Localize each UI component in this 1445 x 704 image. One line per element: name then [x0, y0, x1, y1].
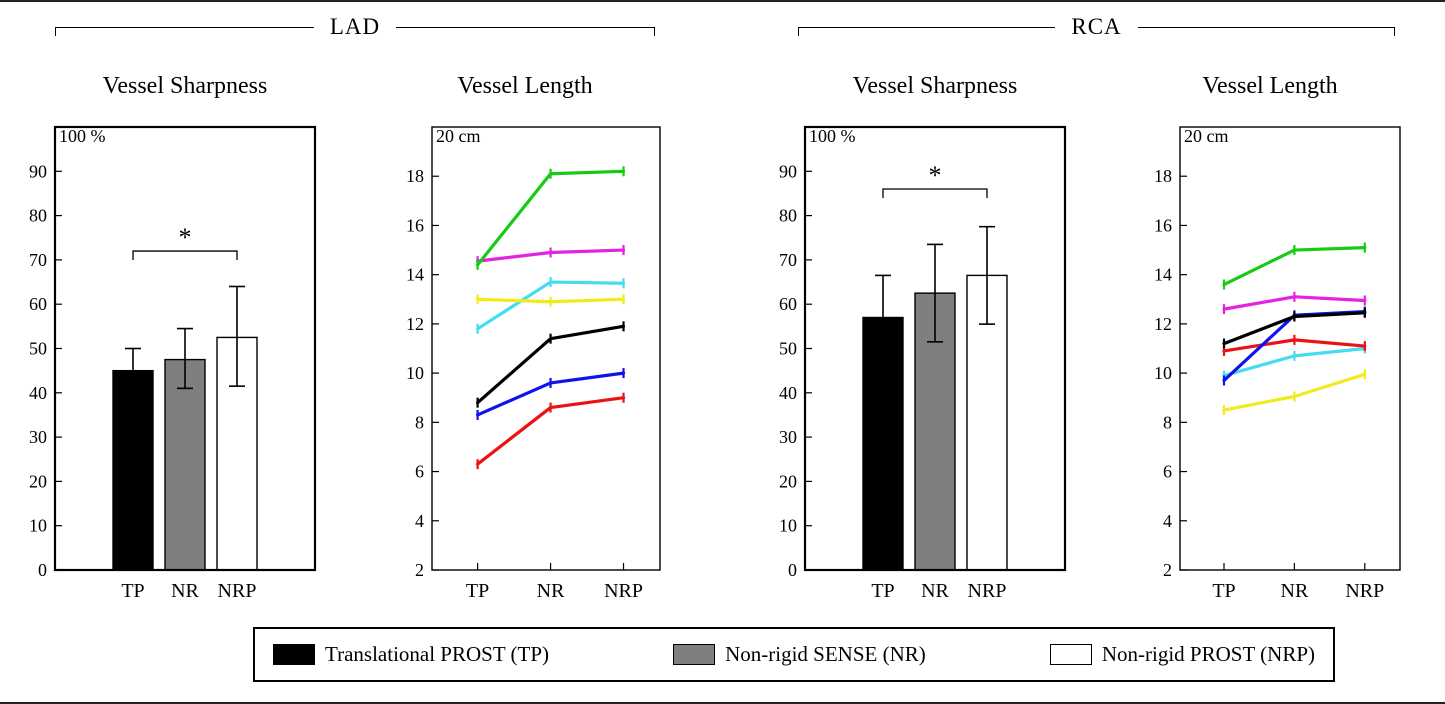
svg-text:*: * — [929, 161, 942, 190]
bracket-line-right — [396, 27, 655, 36]
svg-text:100 %: 100 % — [59, 126, 106, 146]
rca-vessel-sharpness-chart: 0 10 20 30 40 50 60 70 80 90 100 % TP NR NRP * — [758, 118, 1070, 613]
svg-text:12: 12 — [406, 314, 424, 334]
legend-label-tp: Translational PROST (TP) — [325, 642, 550, 666]
svg-text:100 %: 100 % — [809, 126, 856, 146]
lad-vessel-sharpness-chart: 0 10 20 30 40 50 60 70 80 90 100 % TP NR NRP * — [8, 118, 320, 613]
lad-length-plot: 2 4 6 8 10 12 14 16 18 20 cm TP NR NRP — [406, 126, 661, 602]
svg-text:10: 10 — [779, 516, 797, 536]
svg-text:8: 8 — [1163, 412, 1172, 432]
group-label-lad: LAD — [329, 14, 381, 39]
svg-text:4: 4 — [415, 511, 424, 531]
svg-text:70: 70 — [29, 250, 47, 270]
legend-swatch-nr — [673, 644, 716, 665]
svg-text:40: 40 — [779, 383, 797, 403]
svg-text:TP: TP — [871, 580, 894, 602]
svg-text:NR: NR — [537, 580, 565, 602]
svg-text:6: 6 — [415, 462, 424, 482]
svg-text:NRP: NRP — [604, 580, 643, 602]
svg-text:16: 16 — [406, 215, 424, 235]
svg-text:18: 18 — [1154, 166, 1172, 186]
rca-length-plot: 2 4 6 8 10 12 14 16 18 20 cm TP NR NRP — [1154, 126, 1401, 602]
figure-bottom-border — [0, 702, 1445, 704]
svg-text:40: 40 — [29, 383, 47, 403]
svg-text:14: 14 — [406, 265, 424, 285]
legend-label-nr: Non-rigid SENSE (NR) — [725, 642, 926, 666]
svg-text:90: 90 — [779, 161, 797, 181]
svg-text:NRP: NRP — [218, 580, 257, 602]
svg-text:8: 8 — [415, 412, 424, 432]
svg-text:18: 18 — [406, 166, 424, 186]
legend-label-nrp: Non-rigid PROST (NRP) — [1101, 642, 1315, 666]
svg-text:60: 60 — [779, 294, 797, 314]
legend: Translational PROST (TP) Non-rigid SENSE… — [253, 627, 1335, 682]
svg-text:NRP: NRP — [1345, 580, 1384, 602]
legend-item-nrp: Non-rigid PROST (NRP) — [1049, 642, 1315, 667]
svg-text:14: 14 — [1154, 265, 1172, 285]
svg-text:TP: TP — [1212, 580, 1235, 602]
svg-text:0: 0 — [38, 560, 47, 580]
svg-text:NR: NR — [1281, 580, 1309, 602]
svg-text:NR: NR — [921, 580, 949, 602]
legend-swatch-nrp — [1049, 644, 1092, 665]
bracket-line-left — [798, 27, 1056, 36]
svg-text:16: 16 — [1154, 215, 1172, 235]
svg-text:12: 12 — [1154, 314, 1172, 334]
svg-text:2: 2 — [1163, 560, 1172, 580]
svg-text:NRP: NRP — [968, 580, 1007, 602]
lad-sharpness-plot: 0 10 20 30 40 50 60 70 80 90 100 % TP NR NRP * — [29, 125, 317, 602]
svg-text:30: 30 — [29, 427, 47, 447]
chart-title-rca-vessel-sharpness: Vessel Sharpness — [852, 73, 1018, 99]
svg-text:NR: NR — [171, 580, 199, 602]
lad-vessel-length-chart: 2 4 6 8 10 12 14 16 18 20 cm TP NR NRP — [385, 118, 667, 613]
svg-text:30: 30 — [779, 427, 797, 447]
svg-text:60: 60 — [29, 294, 47, 314]
svg-text:20: 20 — [29, 471, 47, 491]
legend-item-tp: Translational PROST (TP) — [273, 642, 549, 667]
svg-text:4: 4 — [1163, 511, 1172, 531]
svg-text:50: 50 — [29, 339, 47, 359]
svg-text:20 cm: 20 cm — [1184, 126, 1229, 146]
svg-text:10: 10 — [29, 516, 47, 536]
svg-text:70: 70 — [779, 250, 797, 270]
svg-text:TP: TP — [466, 580, 489, 602]
legend-swatch-tp — [273, 644, 315, 665]
rca-vessel-length-chart: 2 4 6 8 10 12 14 16 18 20 cm TP NR NRP — [1133, 118, 1407, 613]
chart-title-lad-vessel-length: Vessel Length — [457, 73, 593, 99]
svg-text:2: 2 — [415, 560, 424, 580]
group-bracket-lad: LAD — [55, 12, 655, 42]
svg-text:10: 10 — [406, 363, 424, 383]
svg-text:10: 10 — [1154, 363, 1172, 383]
svg-text:50: 50 — [779, 339, 797, 359]
legend-item-nr: Non-rigid SENSE (NR) — [673, 642, 926, 667]
svg-text:80: 80 — [779, 206, 797, 226]
group-bracket-rca: RCA — [798, 12, 1396, 42]
chart-title-rca-vessel-length: Vessel Length — [1202, 73, 1338, 99]
svg-text:20 cm: 20 cm — [436, 126, 481, 146]
bracket-line-right — [1137, 27, 1396, 36]
svg-text:90: 90 — [29, 161, 47, 181]
svg-text:*: * — [179, 223, 192, 252]
svg-text:80: 80 — [29, 206, 47, 226]
figure-top-border — [0, 0, 1445, 2]
svg-text:6: 6 — [1163, 462, 1172, 482]
group-label-rca: RCA — [1071, 14, 1122, 39]
svg-text:TP: TP — [121, 580, 144, 602]
svg-text:20: 20 — [779, 471, 797, 491]
chart-title-lad-vessel-sharpness: Vessel Sharpness — [102, 73, 268, 99]
rca-sharpness-plot: 0 10 20 30 40 50 60 70 80 90 100 % TP NR NRP * — [779, 125, 1067, 602]
bracket-line-left — [55, 27, 314, 36]
svg-text:0: 0 — [788, 560, 797, 580]
